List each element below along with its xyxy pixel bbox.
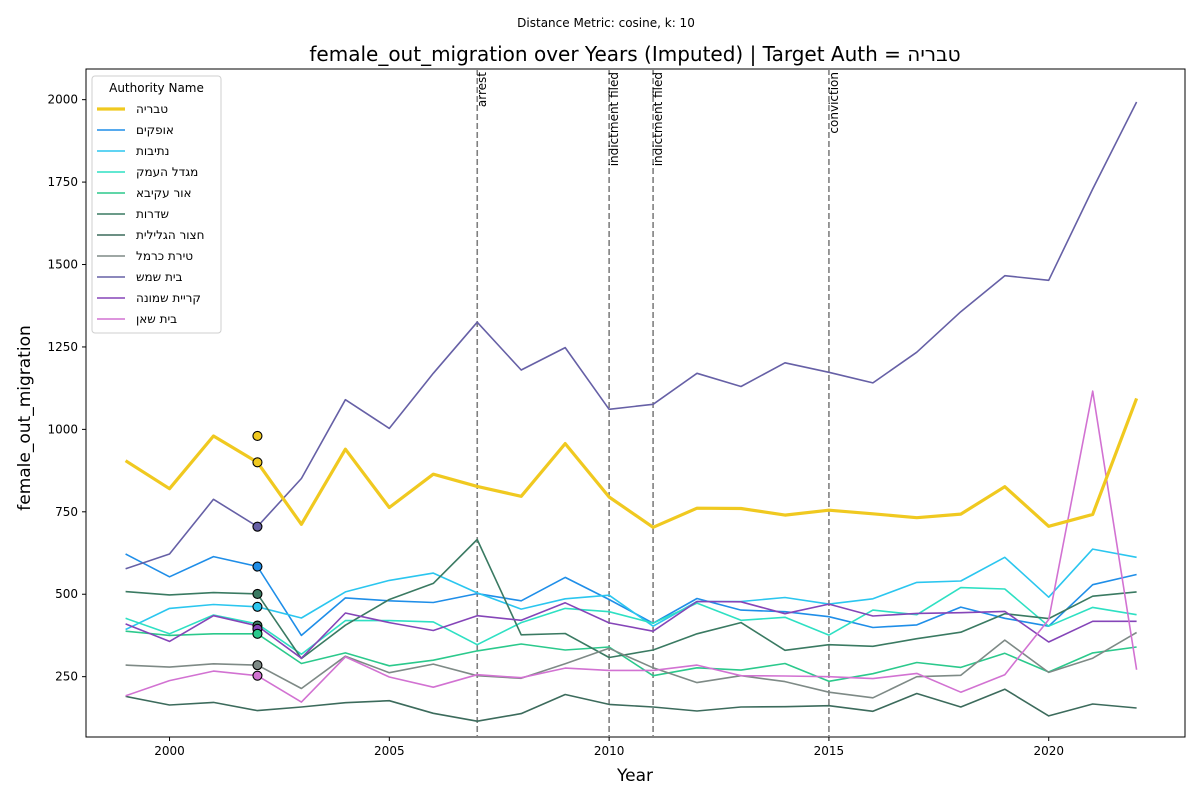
series-line [125, 688, 1137, 722]
series-line [125, 631, 1138, 699]
plot-frame [85, 68, 1186, 738]
y-axis-label: female_out_migration [15, 325, 35, 511]
x-tick-label: 2020 [1033, 744, 1064, 758]
imputed-point [252, 457, 263, 468]
imputed-point [252, 660, 263, 671]
event-label: conviction [827, 72, 841, 134]
y-tick-label: 500 [55, 587, 78, 601]
legend-label: טירת כרמל [136, 249, 193, 263]
event-label: indictment filed [651, 72, 665, 166]
legend-label: אור עקיבא [136, 186, 192, 200]
series-line [125, 101, 1138, 570]
y-tick-label: 1250 [47, 340, 78, 354]
event-label: arrest [475, 72, 489, 107]
y-tick-label: 1750 [47, 175, 78, 189]
x-tick-label: 2015 [814, 744, 845, 758]
series-line [124, 397, 1139, 529]
y-tick-label: 750 [55, 505, 78, 519]
legend-label: בית שמש [136, 270, 183, 284]
x-axis-label: Year [616, 766, 653, 786]
x-tick-label: 2000 [154, 744, 185, 758]
legend-label: קריית שמונה [136, 291, 201, 305]
x-tick-label: 2005 [374, 744, 405, 758]
series-line [125, 600, 1137, 659]
series-line [125, 390, 1138, 703]
legend-label: חצור הגלילית [136, 228, 205, 242]
chart-title: female_out_migration over Years (Imputed… [309, 42, 960, 66]
imputed-point [252, 430, 263, 442]
legend-box [91, 75, 222, 334]
imputed-point [252, 561, 263, 572]
y-tick-label: 1500 [47, 258, 78, 272]
legend-label: טבריה [136, 102, 168, 116]
y-tick-label: 1000 [47, 422, 78, 436]
series-line [125, 538, 1137, 660]
x-tick-label: 2010 [594, 744, 625, 758]
legend-label: בית שאן [136, 312, 177, 326]
legend-title: Authority Name [109, 81, 204, 95]
legend-label: נתיבות [136, 144, 169, 158]
legend-label: מגדל העמק [136, 165, 198, 179]
y-tick-label: 2000 [47, 93, 78, 107]
y-tick-label: 250 [55, 670, 78, 684]
imputed-point [252, 601, 263, 612]
imputed-point [252, 670, 263, 681]
legend-label: אופקים [136, 123, 174, 137]
legend-label: שדרות [136, 207, 169, 221]
event-label: indictment filed [607, 72, 621, 166]
chart-suptitle: Distance Metric: cosine, k: 10 [517, 16, 695, 30]
imputed-point [252, 588, 263, 599]
imputed-point [252, 521, 263, 532]
imputed-point [252, 628, 263, 639]
series-line [125, 630, 1137, 683]
series-line [125, 548, 1137, 631]
